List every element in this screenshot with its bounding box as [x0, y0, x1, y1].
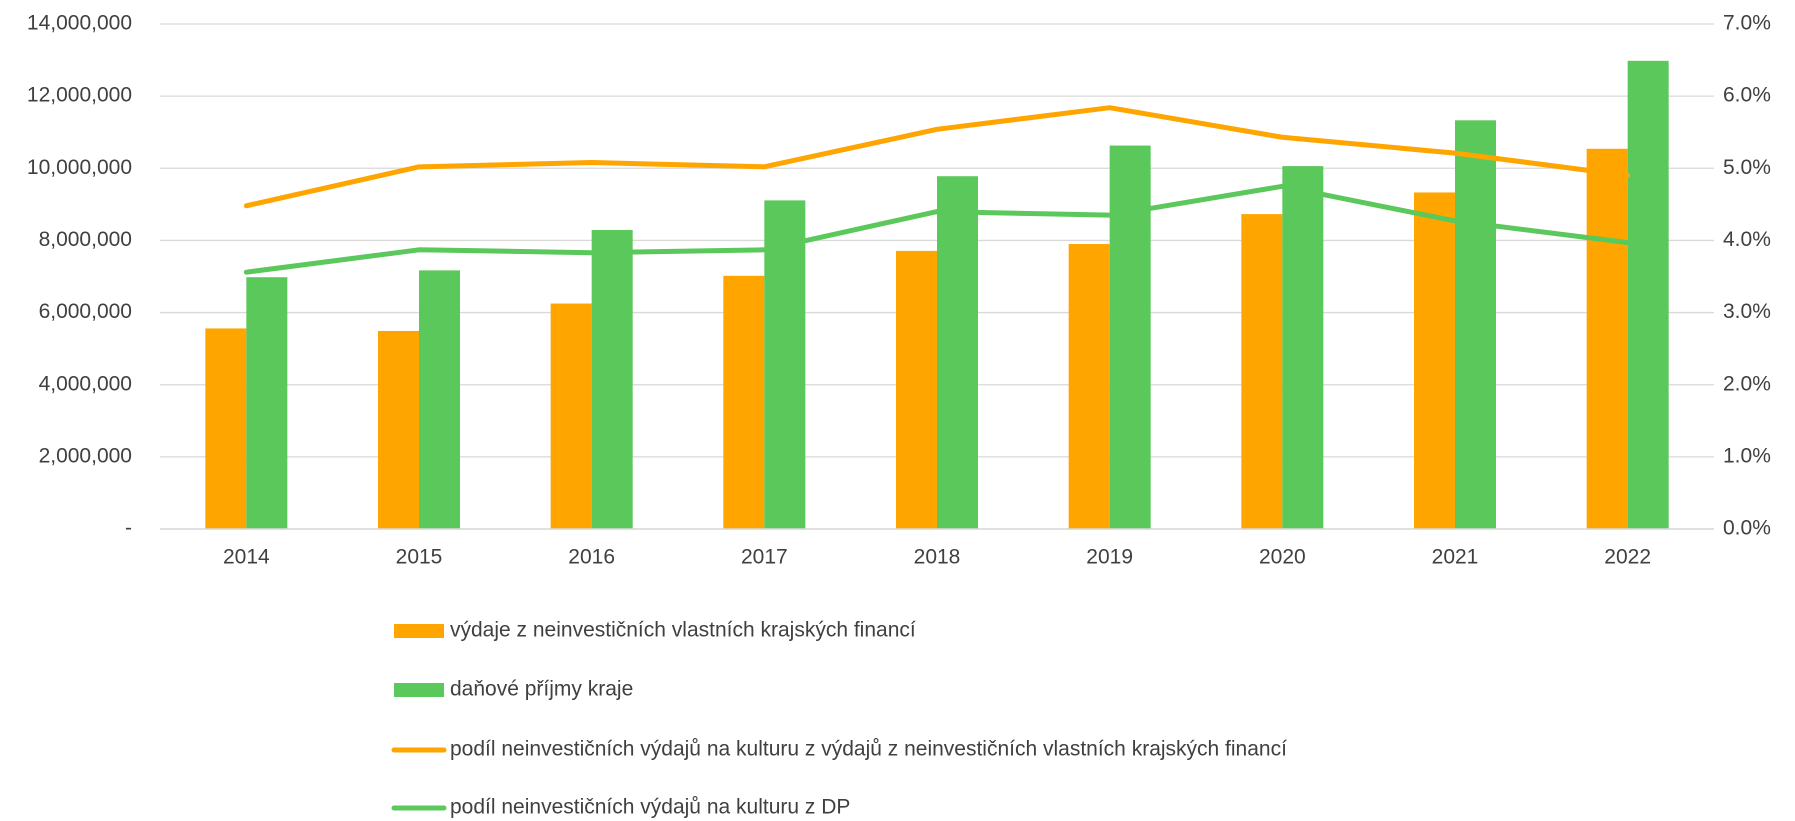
- x-tick-label: 2022: [1604, 546, 1651, 569]
- y-tick-label: 8,000,000: [39, 228, 132, 251]
- bar: [1455, 120, 1496, 529]
- x-tick-label: 2021: [1432, 546, 1479, 569]
- legend-swatch: [394, 624, 444, 638]
- legend-label: daňové příjmy kraje: [450, 678, 633, 701]
- bar: [419, 270, 460, 529]
- legend-label: podíl neinvestičních výdajů na kulturu z…: [450, 796, 850, 819]
- bar: [205, 328, 247, 529]
- y-tick-label: 12,000,000: [27, 84, 132, 107]
- bar: [764, 200, 806, 529]
- bar: [1586, 148, 1628, 530]
- y-tick-label: -: [125, 517, 132, 540]
- x-tick-label: 2020: [1259, 546, 1306, 569]
- x-tick-label: 2014: [223, 546, 270, 569]
- bar: [1109, 145, 1151, 529]
- bar: [550, 303, 592, 529]
- legend-swatch: [394, 683, 444, 697]
- bar: [896, 250, 937, 529]
- y2-tick-label: 0.0%: [1723, 517, 1771, 540]
- y-tick-label: 14,000,000: [27, 12, 132, 35]
- bar: [1414, 192, 1455, 530]
- bar: [1068, 244, 1110, 530]
- line: [243, 183, 1631, 275]
- y-tick-label: 6,000,000: [39, 300, 132, 323]
- bar: [723, 275, 765, 529]
- y-tick-label: 4,000,000: [39, 372, 132, 395]
- bar: [1282, 166, 1324, 529]
- bar: [378, 330, 419, 529]
- bar: [1627, 60, 1669, 530]
- y2-tick-label: 1.0%: [1723, 444, 1771, 467]
- bar: [937, 176, 978, 529]
- legend-label: podíl neinvestičních výdajů na kulturu z…: [450, 738, 1287, 761]
- x-tick-label: 2015: [396, 546, 443, 569]
- y2-tick-label: 7.0%: [1723, 12, 1771, 35]
- bar: [1241, 214, 1283, 529]
- y-tick-label: 10,000,000: [27, 156, 132, 179]
- bar: [246, 277, 288, 529]
- y2-tick-label: 5.0%: [1723, 156, 1771, 179]
- x-tick-label: 2016: [568, 546, 615, 569]
- x-tick-label: 2017: [741, 546, 788, 569]
- legend-label: výdaje z neinvestičních vlastních krajsk…: [450, 619, 916, 642]
- y-tick-label: 2,000,000: [39, 444, 132, 467]
- x-tick-label: 2018: [914, 546, 961, 569]
- line: [243, 105, 1631, 209]
- y2-tick-label: 4.0%: [1723, 228, 1771, 251]
- y2-tick-label: 2.0%: [1723, 372, 1771, 395]
- bar: [591, 229, 633, 530]
- y2-tick-label: 3.0%: [1723, 300, 1771, 323]
- y2-tick-label: 6.0%: [1723, 84, 1771, 107]
- x-tick-label: 2019: [1086, 546, 1133, 569]
